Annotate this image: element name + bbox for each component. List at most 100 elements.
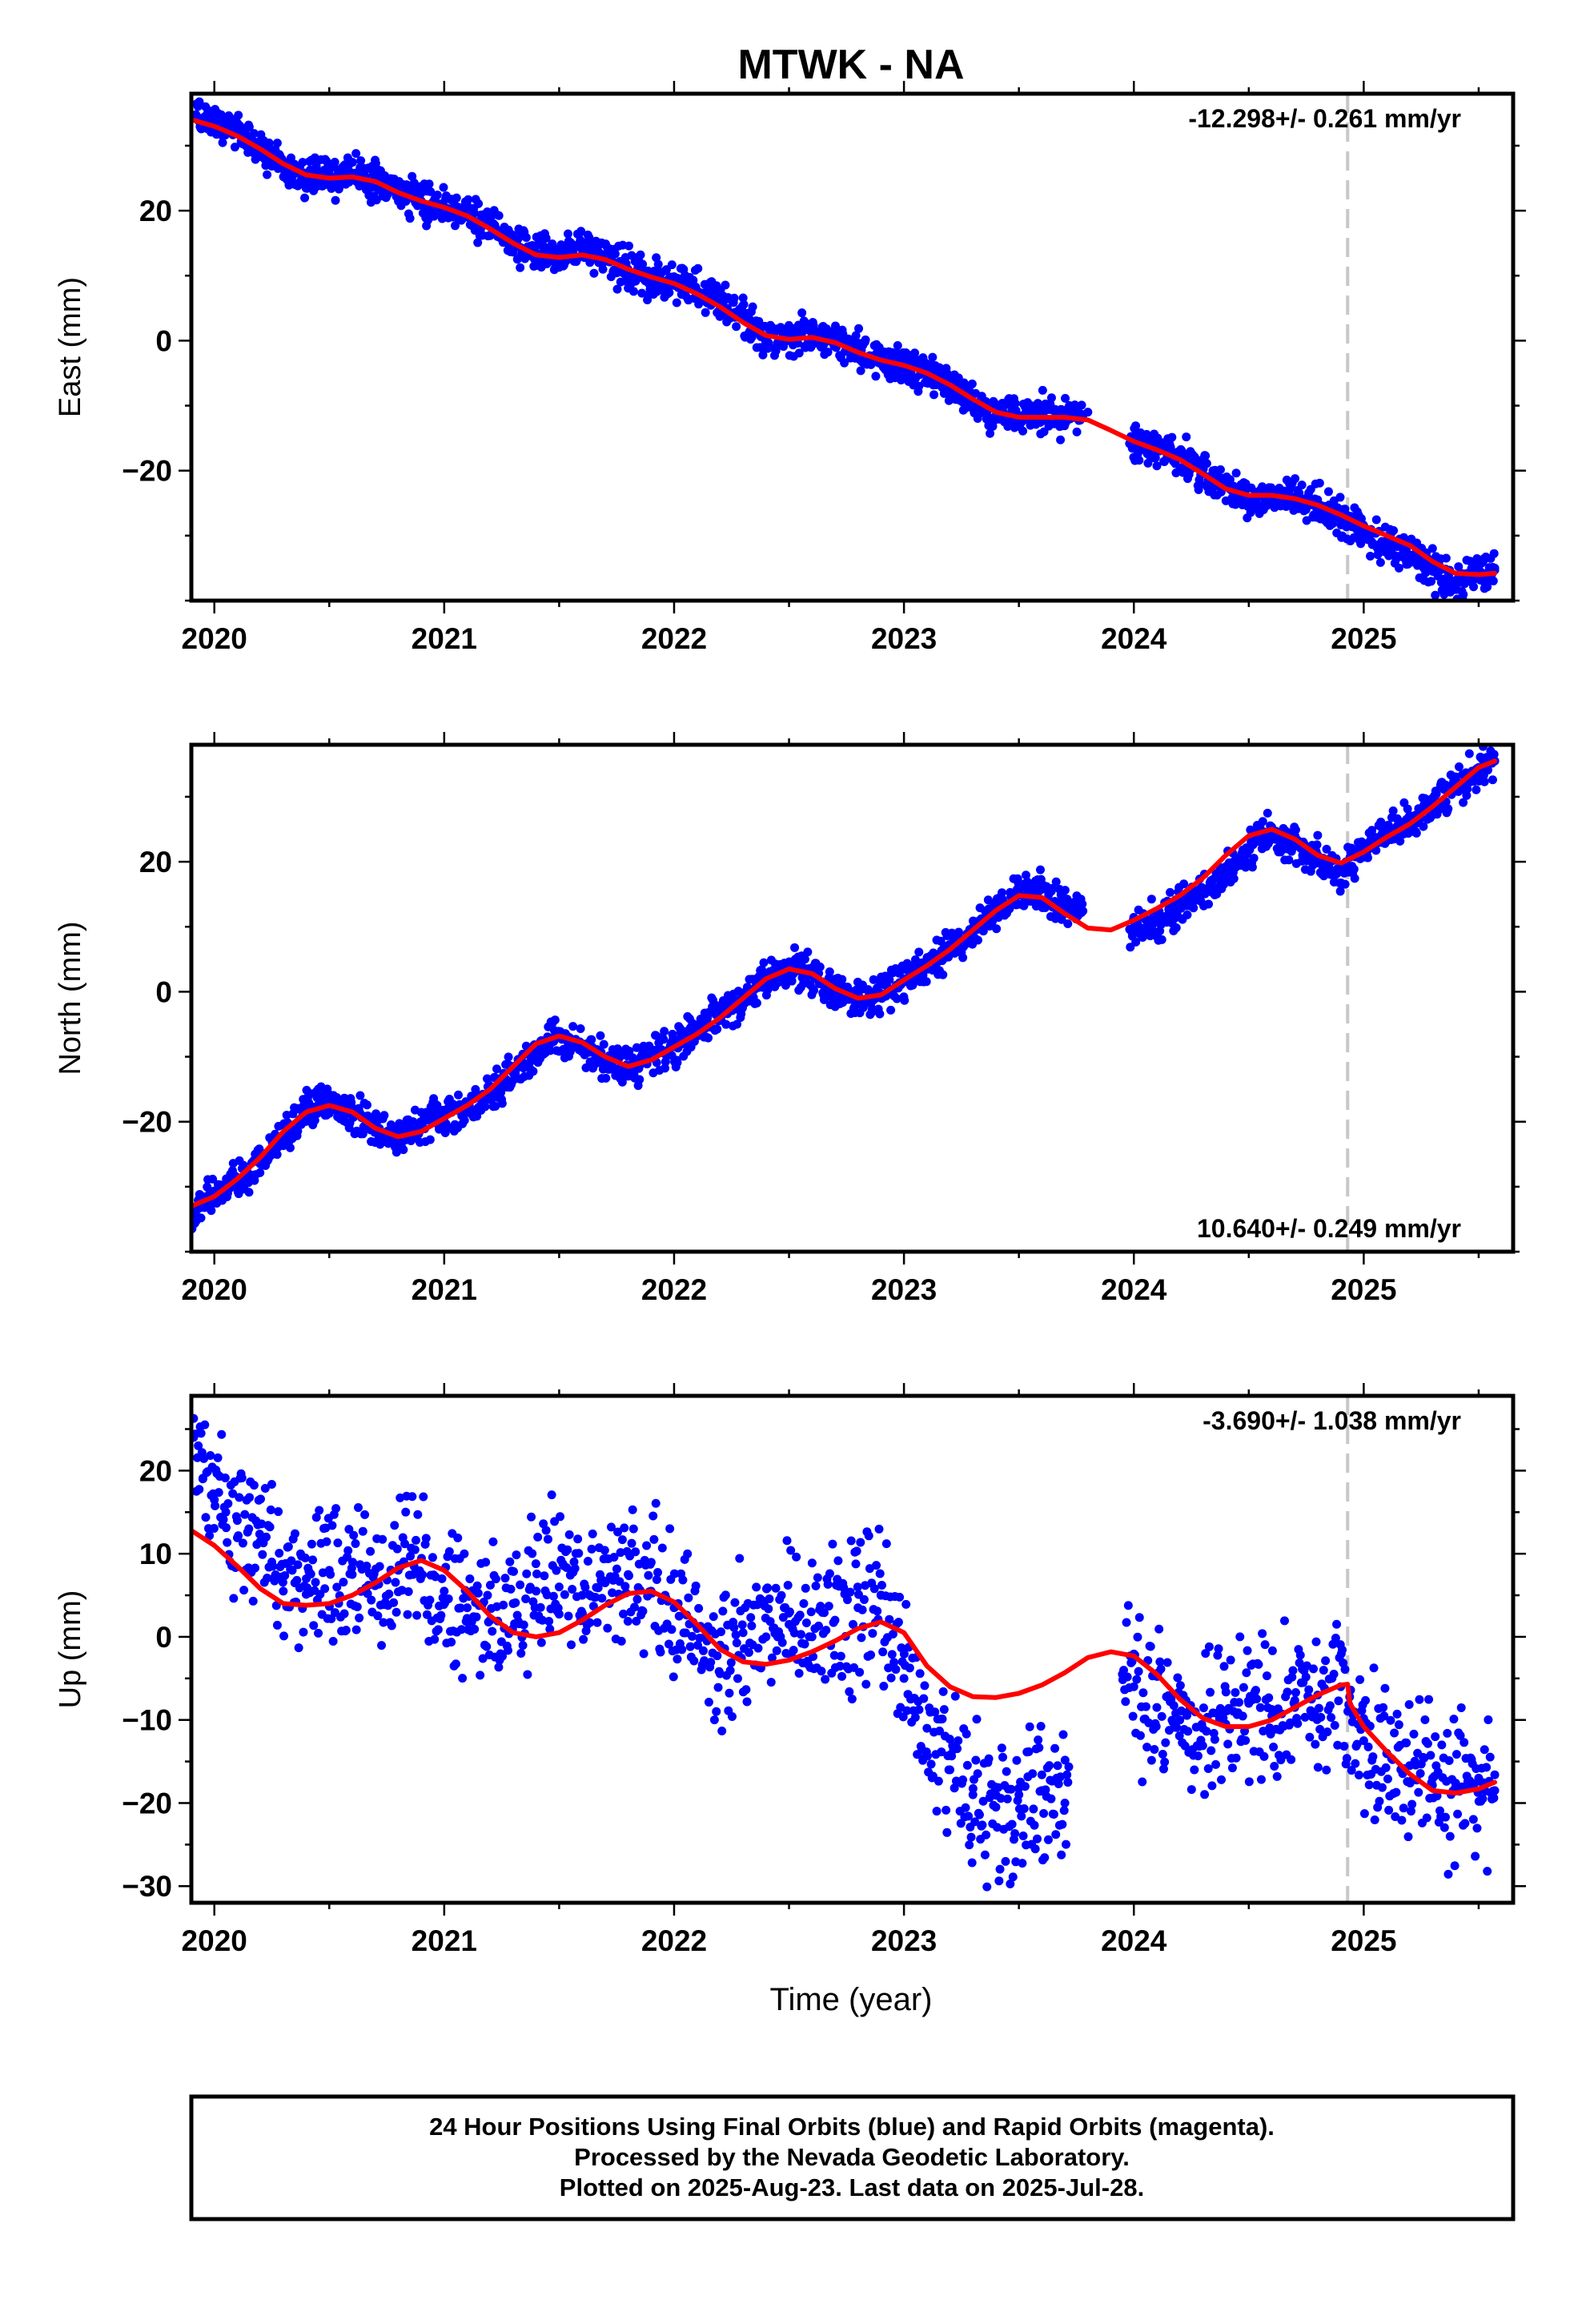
data-point (1480, 777, 1489, 786)
data-point (667, 1625, 677, 1634)
data-point (1034, 1735, 1043, 1745)
data-point (706, 1658, 716, 1667)
data-point (845, 1687, 854, 1696)
data-point (866, 1651, 876, 1660)
data-point (521, 1594, 531, 1604)
data-point (731, 1630, 741, 1639)
data-point (1328, 519, 1338, 529)
data-point (616, 1636, 626, 1646)
data-point (852, 1546, 861, 1556)
data-point (845, 1587, 855, 1597)
data-point (964, 1811, 974, 1821)
data-point (541, 233, 551, 243)
data-point (747, 332, 757, 342)
data-point (1179, 879, 1189, 889)
data-point (1032, 1834, 1042, 1844)
data-point (954, 927, 963, 937)
data-point (328, 1636, 338, 1646)
data-point (674, 1611, 684, 1621)
data-point (884, 1663, 893, 1673)
data-point (1043, 1835, 1053, 1844)
data-point (902, 1706, 912, 1715)
data-point (819, 1608, 829, 1618)
data-point (384, 1589, 394, 1598)
data-point (1335, 493, 1345, 502)
data-point (1363, 853, 1372, 862)
data-point (1489, 750, 1499, 759)
data-point (460, 1116, 469, 1125)
data-point (901, 1599, 911, 1609)
data-point (1291, 474, 1300, 484)
data-point (900, 995, 909, 1005)
data-point (309, 1621, 319, 1630)
data-point (965, 1840, 974, 1850)
data-point (628, 287, 638, 296)
data-point (1124, 1683, 1134, 1693)
x-tick-label: 2025 (1331, 622, 1396, 655)
data-point (473, 1588, 483, 1598)
data-point (255, 1168, 265, 1177)
data-point (732, 322, 741, 332)
data-point (580, 1582, 590, 1592)
data-point (294, 1643, 303, 1653)
data-point (704, 1033, 713, 1043)
data-point (315, 1506, 324, 1515)
data-point (209, 1524, 219, 1534)
data-point (819, 995, 829, 1004)
data-point (713, 1651, 722, 1661)
panel-frame-north (189, 742, 1516, 1254)
data-point (1138, 1688, 1148, 1698)
rate-label-east: -12.298+/- 0.261 mm/yr (1188, 104, 1461, 133)
data-point (861, 335, 870, 344)
data-point (483, 1590, 492, 1600)
data-point (352, 1602, 362, 1612)
data-point (258, 1550, 267, 1559)
data-point (1002, 1794, 1012, 1803)
data-point (545, 1046, 555, 1055)
data-point (512, 1550, 521, 1560)
data-point (601, 1073, 611, 1083)
data-point (331, 1504, 341, 1514)
data-point (910, 1713, 920, 1723)
data-point (1472, 785, 1481, 794)
data-point (656, 1647, 665, 1657)
data-point (470, 1624, 480, 1634)
data-point (857, 1605, 867, 1614)
y-tick-label: 0 (155, 324, 172, 357)
data-point (424, 179, 434, 189)
data-point (244, 123, 254, 132)
data-point (425, 1595, 435, 1605)
data-point (765, 1617, 775, 1626)
plot-area-north (191, 745, 1500, 1252)
data-point (787, 976, 797, 986)
data-point (194, 1441, 203, 1450)
data-point (1182, 910, 1192, 919)
data-point (205, 1531, 215, 1541)
y-tick-label: −20 (122, 455, 172, 488)
data-point (573, 1534, 583, 1544)
data-point (746, 1613, 756, 1622)
data-point (1030, 1820, 1039, 1830)
data-point (279, 1631, 289, 1641)
data-point (267, 1480, 276, 1490)
data-point (391, 1607, 401, 1617)
data-point (234, 111, 243, 120)
data-point (968, 1790, 978, 1799)
data-point (986, 428, 995, 438)
data-point (516, 263, 525, 272)
data-point (713, 1024, 722, 1034)
data-point (603, 1623, 612, 1633)
data-point (1029, 1804, 1038, 1814)
data-point (1454, 762, 1464, 771)
data-point (886, 1673, 896, 1683)
data-point (1046, 393, 1056, 403)
data-point (206, 1450, 215, 1460)
data-point (591, 1592, 600, 1602)
data-point (568, 1022, 578, 1031)
data-point (488, 1626, 497, 1636)
x-tick-label: 2021 (412, 1273, 477, 1306)
data-point (463, 1603, 472, 1613)
data-point (1462, 790, 1472, 800)
data-point (211, 1501, 220, 1510)
x-tick-label: 2023 (871, 1273, 937, 1306)
